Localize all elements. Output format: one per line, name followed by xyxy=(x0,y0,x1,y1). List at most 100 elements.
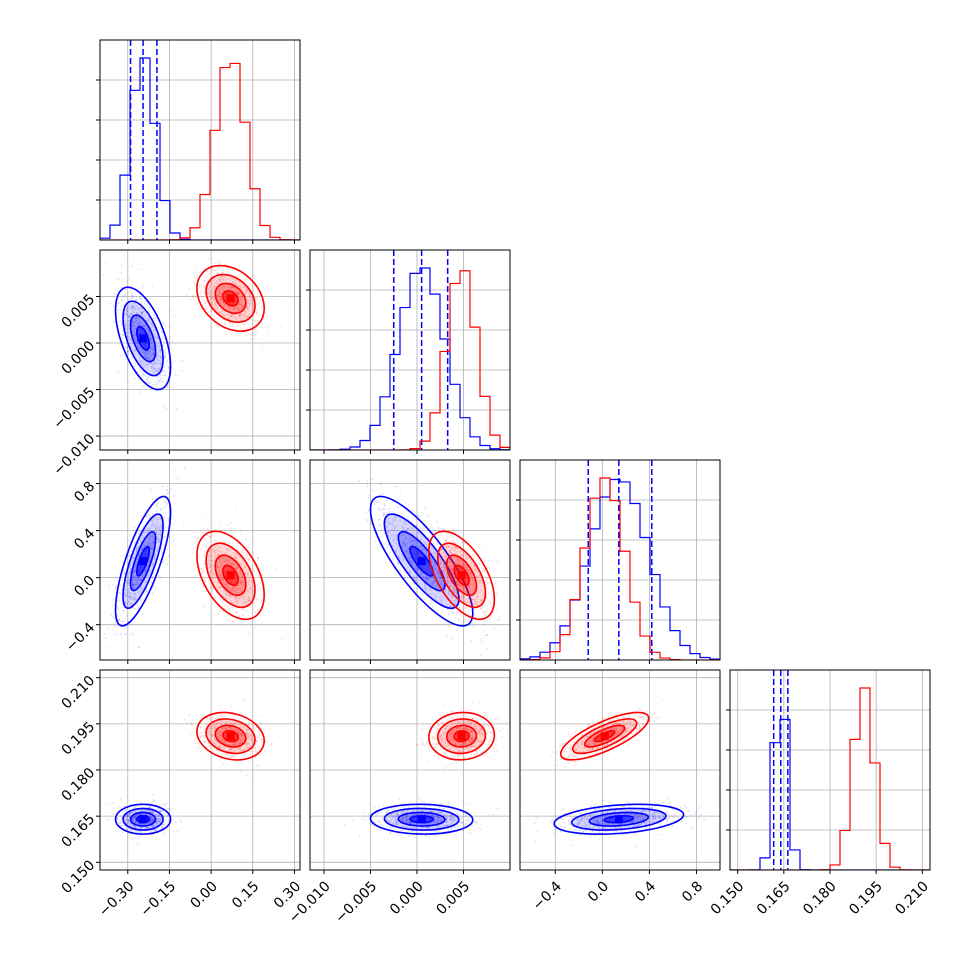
scatter-point xyxy=(112,304,115,307)
scatter-point xyxy=(250,298,253,301)
scatter-point xyxy=(236,600,238,603)
scatter-point xyxy=(146,353,149,355)
scatter-point xyxy=(128,591,131,594)
scatter-point xyxy=(231,595,234,598)
scatter-point xyxy=(245,316,248,319)
scatter-point xyxy=(446,576,448,578)
scatter-point xyxy=(242,577,245,579)
scatter-point xyxy=(447,564,450,567)
scatter-point xyxy=(409,570,412,573)
scatter-point xyxy=(164,374,167,377)
scatter-point xyxy=(129,602,132,605)
scatter-point xyxy=(163,560,165,563)
scatter-point xyxy=(243,599,246,601)
scatter-point xyxy=(164,352,167,354)
scatter-point xyxy=(152,819,154,821)
scatter-point xyxy=(154,322,157,325)
scatter-point xyxy=(233,307,236,310)
scatter-point xyxy=(256,588,259,591)
scatter-point xyxy=(135,547,138,550)
scatter-point xyxy=(242,594,245,597)
scatter-point xyxy=(132,579,135,582)
scatter-point xyxy=(155,820,158,823)
scatter-point xyxy=(153,799,156,801)
scatter-point xyxy=(242,285,245,288)
scatter-point xyxy=(151,533,154,535)
scatter-point xyxy=(453,578,456,581)
scatter-point xyxy=(213,298,216,301)
scatter-point xyxy=(229,306,232,308)
scatter-point xyxy=(423,527,425,530)
scatter-point xyxy=(239,583,242,585)
scatter-point xyxy=(119,814,122,817)
scatter-point xyxy=(210,548,213,551)
scatter-point xyxy=(210,524,212,527)
scatter-point xyxy=(244,601,247,604)
scatter-point xyxy=(261,304,263,307)
scatter-point xyxy=(209,534,212,537)
scatter-point xyxy=(456,558,459,561)
scatter-point xyxy=(127,822,129,824)
scatter-point xyxy=(237,567,239,569)
scatter-point xyxy=(219,557,222,559)
scatter-point xyxy=(470,562,473,565)
scatter-point xyxy=(144,592,146,595)
scatter-point xyxy=(158,527,161,529)
scatter-point xyxy=(157,820,160,822)
scatter-point xyxy=(212,287,215,289)
scatter-point xyxy=(152,344,155,347)
scatter-point xyxy=(152,538,155,540)
scatter-point xyxy=(444,567,447,570)
scatter-point xyxy=(216,566,219,569)
scatter-point xyxy=(131,811,134,814)
scatter-point xyxy=(233,317,236,319)
scatter-point xyxy=(131,824,134,827)
scatter-point xyxy=(164,500,167,503)
scatter-point xyxy=(475,569,477,572)
scatter-point xyxy=(239,581,242,583)
scatter-point xyxy=(153,319,156,322)
scatter-point xyxy=(444,566,446,568)
scatter-point xyxy=(134,811,137,813)
scatter-point xyxy=(442,560,445,563)
scatter-point xyxy=(138,367,141,369)
scatter-point xyxy=(163,823,165,826)
scatter-point xyxy=(158,348,161,351)
scatter-point xyxy=(231,286,234,289)
scatter-point xyxy=(240,303,243,306)
scatter-point xyxy=(131,305,133,308)
scatter-point xyxy=(155,383,157,386)
scatter-point xyxy=(230,600,233,603)
scatter-point xyxy=(211,588,214,590)
scatter-point xyxy=(152,325,155,327)
scatter-point xyxy=(134,327,137,330)
scatter-point xyxy=(237,566,240,568)
scatter-point xyxy=(117,618,120,621)
scatter-point xyxy=(425,589,427,592)
scatter-point xyxy=(415,565,418,568)
scatter-point xyxy=(461,585,464,587)
scatter-point xyxy=(137,589,140,592)
scatter-point xyxy=(382,507,384,510)
scatter-point xyxy=(237,292,240,295)
scatter-point xyxy=(211,300,214,303)
scatter-point xyxy=(132,307,135,310)
scatter-point xyxy=(215,282,218,284)
scatter-point xyxy=(210,326,213,328)
scatter-point xyxy=(248,546,250,549)
scatter-point xyxy=(154,368,157,371)
scatter-point xyxy=(151,819,154,822)
scatter-point xyxy=(155,821,158,824)
scatter-point xyxy=(120,554,123,557)
scatter-point xyxy=(254,320,257,322)
scatter-point xyxy=(478,581,481,584)
scatter-point xyxy=(460,554,463,557)
scatter-point xyxy=(173,315,176,317)
scatter-point xyxy=(229,562,232,565)
scatter-point xyxy=(135,814,138,816)
scatter-point xyxy=(388,523,391,525)
scatter-point xyxy=(222,301,225,304)
scatter-point xyxy=(147,376,150,378)
scatter-point xyxy=(199,548,202,551)
scatter-point xyxy=(150,357,152,360)
